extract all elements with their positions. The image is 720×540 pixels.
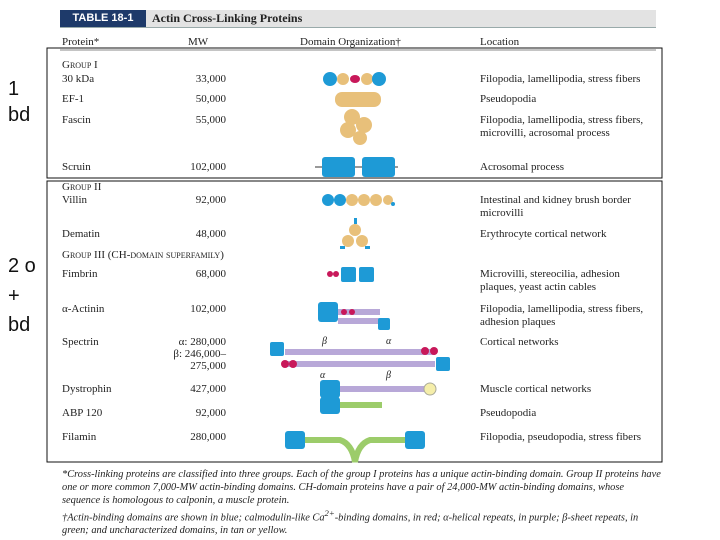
- location: Cortical networks: [480, 336, 559, 348]
- side-label: bd: [8, 104, 31, 126]
- protein: EF-1: [62, 93, 84, 105]
- diagram-label: α: [320, 370, 326, 381]
- domain-abp120: [320, 397, 382, 414]
- footnote: †Actin-binding domains are shown in blue…: [62, 507, 662, 537]
- domain-ef1: [335, 92, 381, 107]
- protein: Fascin: [62, 114, 91, 126]
- footnote-text: †Actin-binding domains are shown in blue…: [62, 512, 325, 524]
- location: Intestinal and kidney brush border micro…: [480, 194, 631, 219]
- mw: 92,000: [195, 194, 226, 206]
- diagram-label: α: [386, 336, 392, 347]
- table-number: TABLE 18-1: [60, 10, 146, 27]
- mw: 427,000: [190, 383, 226, 395]
- protein: Villin: [62, 194, 88, 206]
- protein: Dematin: [62, 228, 100, 240]
- table-header: TABLE 18-1 Actin Cross-Linking Proteins: [60, 10, 656, 28]
- diagram-label: β: [386, 370, 391, 381]
- domain-actinin: [318, 302, 390, 330]
- domain-dystrophin: [320, 380, 437, 398]
- location: Filopodia, pseudopodia, stress fibers: [480, 431, 642, 443]
- location: Filopodia, lamellipodia, stress fibers: [480, 73, 641, 85]
- domain-spectrin: [270, 342, 450, 371]
- location: Pseudopodia: [480, 407, 537, 419]
- mw: 275,000: [190, 360, 226, 372]
- location: Erythrocyte cortical network: [480, 228, 607, 240]
- protein: Scruin: [62, 161, 91, 173]
- side-label: 1: [8, 78, 20, 100]
- table-title: Actin Cross-Linking Proteins: [152, 11, 303, 25]
- domain-filamin: [285, 431, 425, 463]
- location: Filopodia, lamellipodia, stress fibers, …: [480, 303, 644, 328]
- side-label: bd: [8, 314, 31, 336]
- mw: 55,000: [195, 114, 226, 126]
- mw: 92,000: [195, 407, 226, 419]
- protein: Filamin: [62, 431, 97, 443]
- column-header: Domain Organization†: [300, 36, 401, 48]
- location: Muscle cortical networks: [480, 383, 592, 395]
- mw: 102,000: [190, 303, 226, 315]
- footnote: *Cross-linking proteins are classified i…: [62, 469, 661, 506]
- column-header: MW: [188, 36, 209, 48]
- protein: ABP 120: [62, 407, 103, 419]
- mw: α: 280,000: [178, 336, 226, 348]
- group-label: Group II: [62, 181, 102, 193]
- column-header: Protein*: [62, 36, 100, 48]
- protein: Fimbrin: [62, 268, 98, 280]
- mw: β: 246,000–: [173, 348, 226, 360]
- domain-30kda: [323, 72, 386, 86]
- protein: Spectrin: [62, 336, 99, 348]
- footnote-sup: 2+: [324, 508, 335, 518]
- mw: 48,000: [195, 228, 226, 240]
- mw: 68,000: [195, 268, 226, 280]
- diagram-label: β: [322, 336, 327, 347]
- mw: 33,000: [195, 73, 226, 85]
- domain-dematin: [340, 218, 370, 249]
- location: Filopodia, lamellipodia, stress fibers, …: [480, 114, 644, 139]
- side-label: 2 o: [8, 255, 36, 277]
- mw: 102,000: [190, 161, 226, 173]
- domain-fimbrin: [327, 267, 374, 282]
- footnote-text: -binding domains, in red; α-helical repe…: [62, 512, 639, 537]
- location: Microvilli, stereocilia, adhesion plaque…: [480, 268, 620, 293]
- group-box: [46, 47, 663, 179]
- location: Acrosomal process: [480, 161, 565, 173]
- protein: 30 kDa: [62, 73, 95, 85]
- domain-villin: [322, 194, 395, 206]
- group-label: Group III (CH-domain superfamily): [62, 249, 224, 261]
- group-label: Group I: [62, 59, 98, 71]
- mw: 50,000: [195, 93, 226, 105]
- protein: Dystrophin: [62, 383, 112, 395]
- domain-fascin: [340, 109, 372, 145]
- protein: α-Actinin: [62, 303, 105, 315]
- location: Pseudopodia: [480, 93, 537, 105]
- mw: 280,000: [190, 431, 226, 443]
- side-label: +: [8, 285, 20, 307]
- column-header: Location: [480, 36, 520, 48]
- footnotes: *Cross-linking proteins are classified i…: [62, 468, 662, 537]
- domain-scruin: [315, 157, 398, 177]
